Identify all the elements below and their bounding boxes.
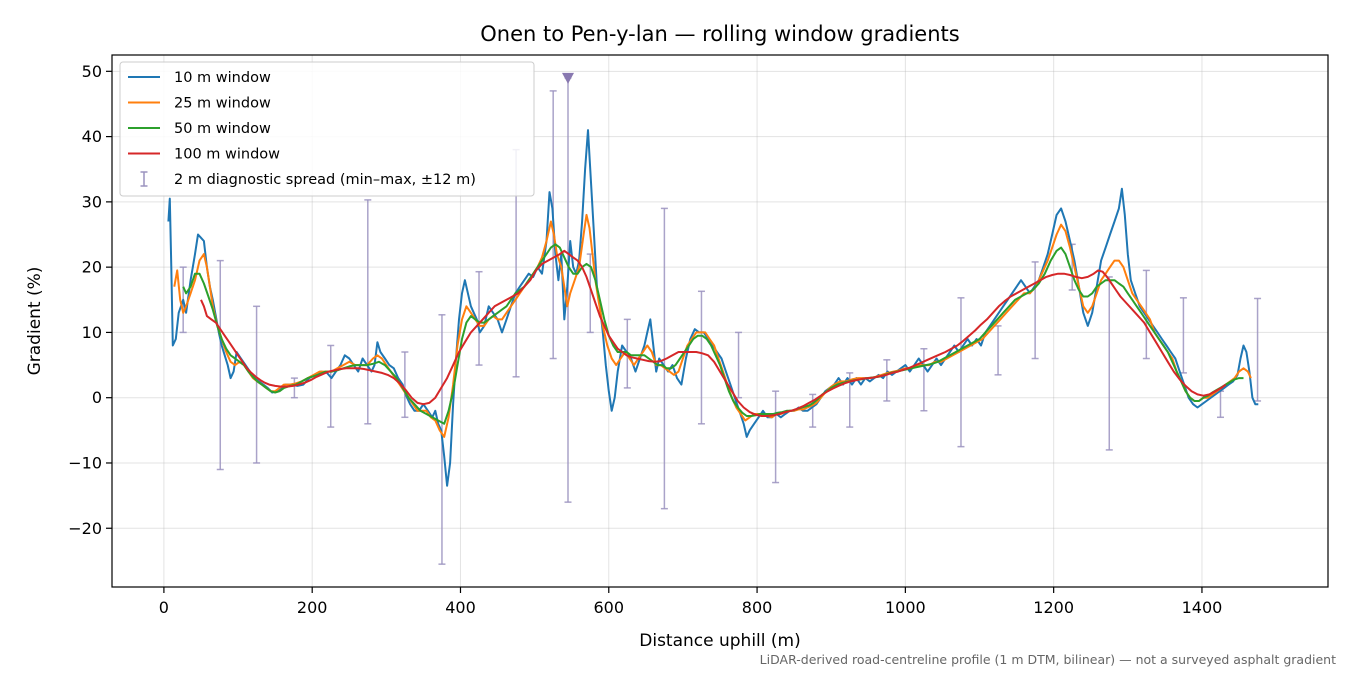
legend-label: 50 m window	[174, 121, 271, 137]
peak-marker-group	[562, 72, 574, 84]
legend-box	[119, 61, 535, 197]
series-line-3	[182, 243, 1244, 425]
x-tick-label: 400	[445, 598, 476, 617]
x-axis-label: Distance uphill (m)	[639, 631, 800, 651]
legend-label: 10 m window	[174, 70, 271, 86]
legend-items: 10 m window 25 m window 50 m window 100 m w…	[128, 70, 476, 188]
x-tick-label: 1400	[1182, 598, 1223, 617]
y-tick-label: 30	[82, 192, 102, 211]
y-tick-label: 40	[82, 127, 102, 146]
x-tick-label: 800	[742, 598, 773, 617]
y-tick-label: 50	[82, 62, 102, 81]
legend: 10 m window 25 m window 50 m window 100 m w…	[119, 61, 535, 197]
x-tick-label: 0	[159, 598, 169, 617]
x-tick-label: 600	[594, 598, 625, 617]
x-tick-label: 1200	[1033, 598, 1074, 617]
legend-label: 100 m window	[174, 147, 280, 163]
x-tick-label: 200	[297, 598, 328, 617]
series-lines	[167, 129, 1259, 487]
peak-marker	[562, 72, 574, 84]
y-tick-label: −10	[68, 453, 102, 472]
y-tick-label: 20	[82, 258, 102, 277]
series-line-4	[200, 249, 1227, 417]
x-axis-ticks: 0 200 400 600 800 1000 1200 1400	[159, 587, 1223, 617]
y-tick-label: −20	[68, 519, 102, 538]
legend-label: 25 m window	[174, 96, 271, 112]
chart-title: Onen to Pen-y-lan — rolling window gradi…	[480, 22, 959, 46]
plot-frame	[111, 54, 1329, 588]
y-tick-label: 10	[82, 323, 102, 342]
y-axis-label: Gradient (%)	[25, 267, 45, 376]
footnote: LiDAR-derived road-centreline profile (1…	[760, 652, 1336, 667]
x-tick-label: 1000	[885, 598, 926, 617]
series-line-1	[167, 129, 1259, 487]
y-tick-label: 0	[92, 388, 102, 407]
y-axis-ticks: −20 −10 0 10 20 30 40 50	[68, 62, 112, 538]
legend-label: 2 m diagnostic spread (min–max, ±12 m)	[174, 172, 476, 188]
